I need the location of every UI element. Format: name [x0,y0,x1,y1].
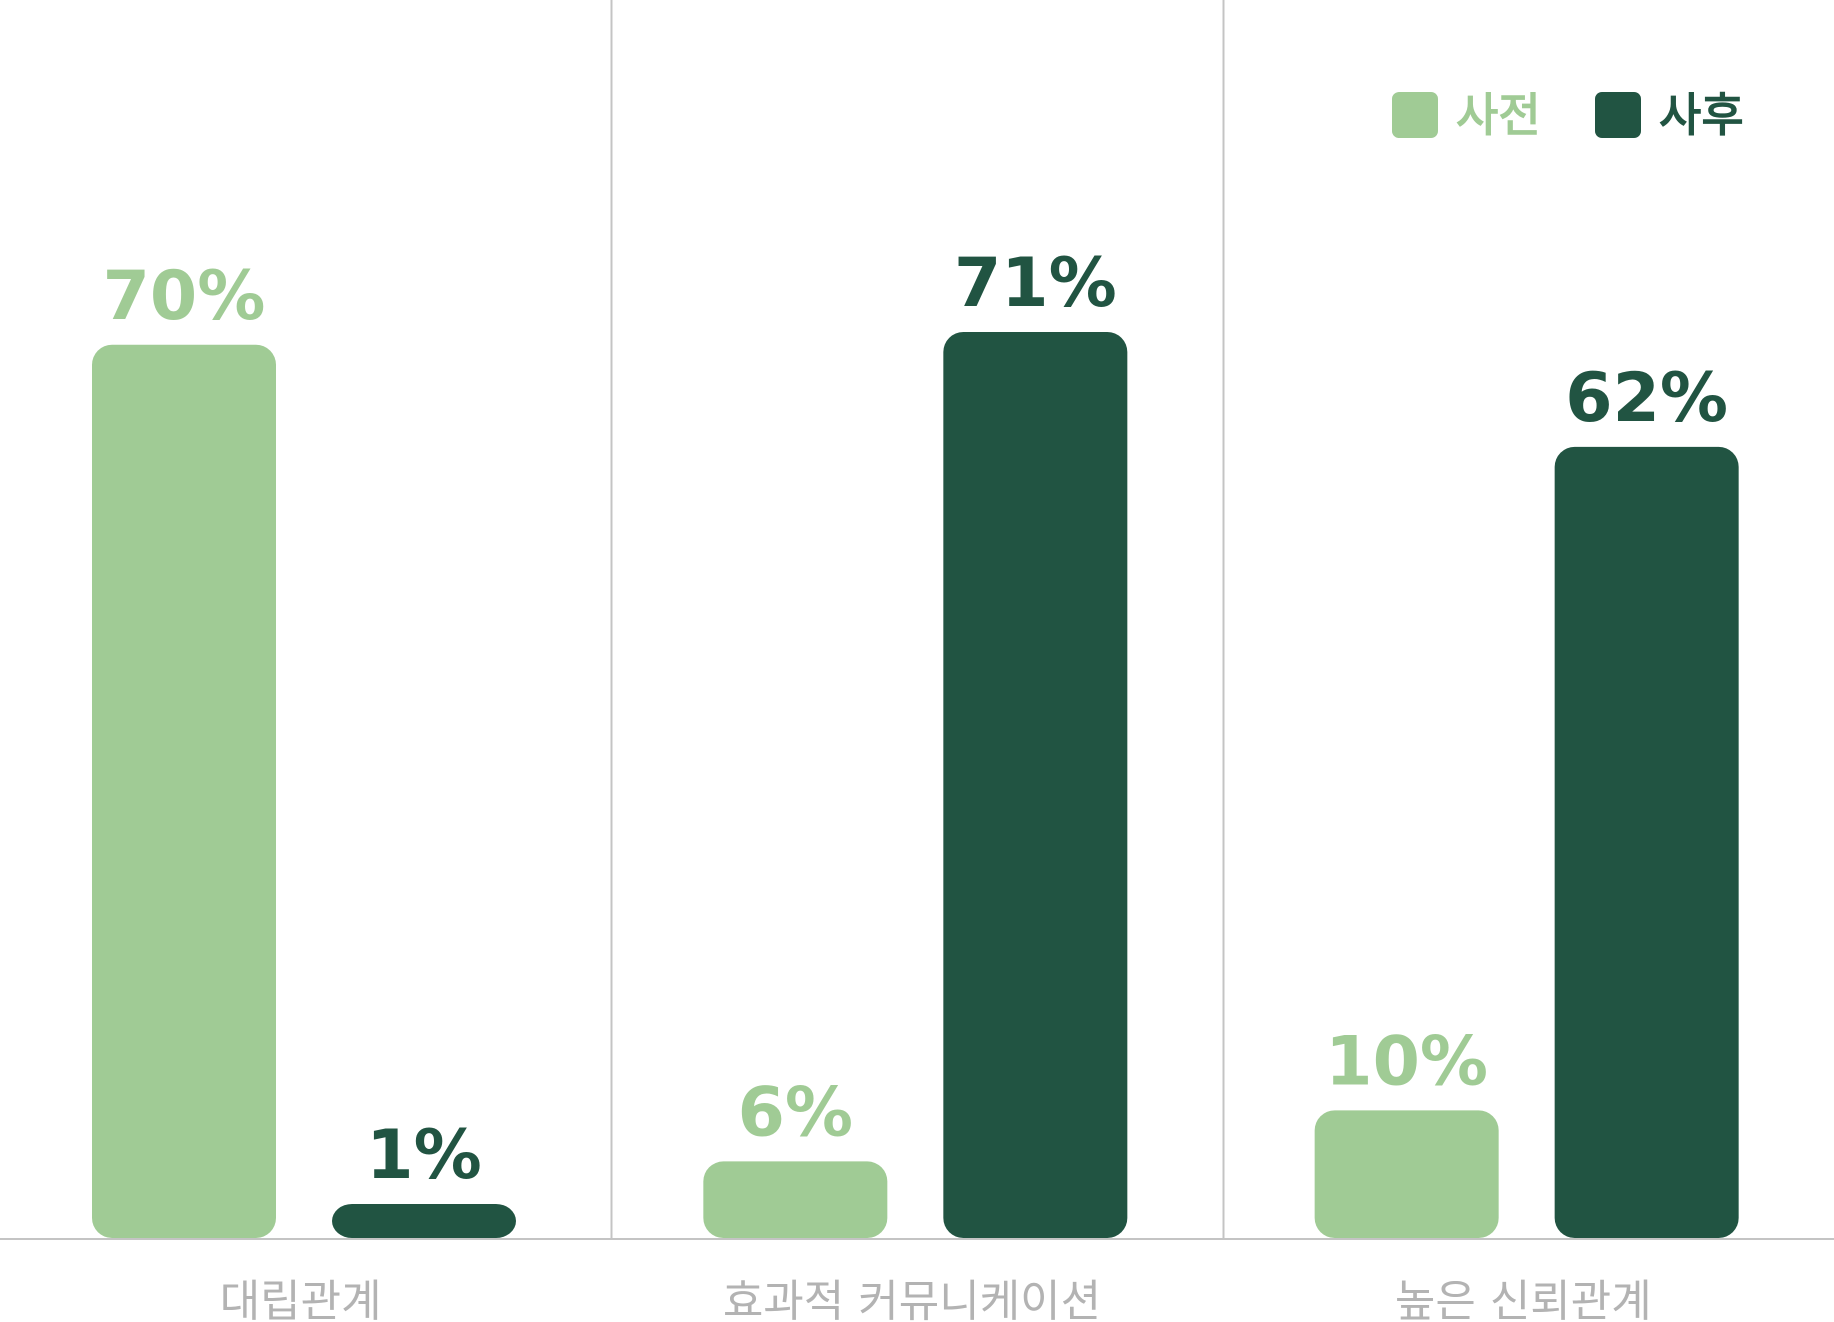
data-label: 62% [1565,359,1728,438]
category-label: 대립관계 [220,1276,382,1322]
legend-swatch [1595,92,1641,138]
bars [92,332,1739,1238]
value-labels: 70% 1% 6% 71% 10% 62% [103,244,1728,1195]
legend: 사전 사후 [1392,88,1744,142]
bar-before [703,1161,888,1238]
category-labels: 대립관계 효과적 커뮤니케이션 높은 신뢰관계 [220,1276,1652,1322]
data-label: 70% [103,257,266,336]
bar-before [92,344,276,1238]
legend-label: 사전 [1456,88,1541,142]
category-label: 효과적 커뮤니케이션 [723,1276,1101,1322]
bar-after [943,332,1128,1238]
data-label: 6% [738,1073,853,1152]
data-label: 10% [1325,1022,1488,1101]
bar-before [1314,1110,1499,1238]
legend-swatch [1392,92,1438,138]
bar-after [332,1204,516,1238]
category-label: 높은 신뢰관계 [1395,1276,1652,1322]
legend-label: 사후 [1659,88,1744,142]
data-label: 1% [366,1116,481,1195]
category-dividers [610,0,1225,1238]
data-label: 71% [954,244,1117,323]
bar-after [1554,446,1739,1238]
